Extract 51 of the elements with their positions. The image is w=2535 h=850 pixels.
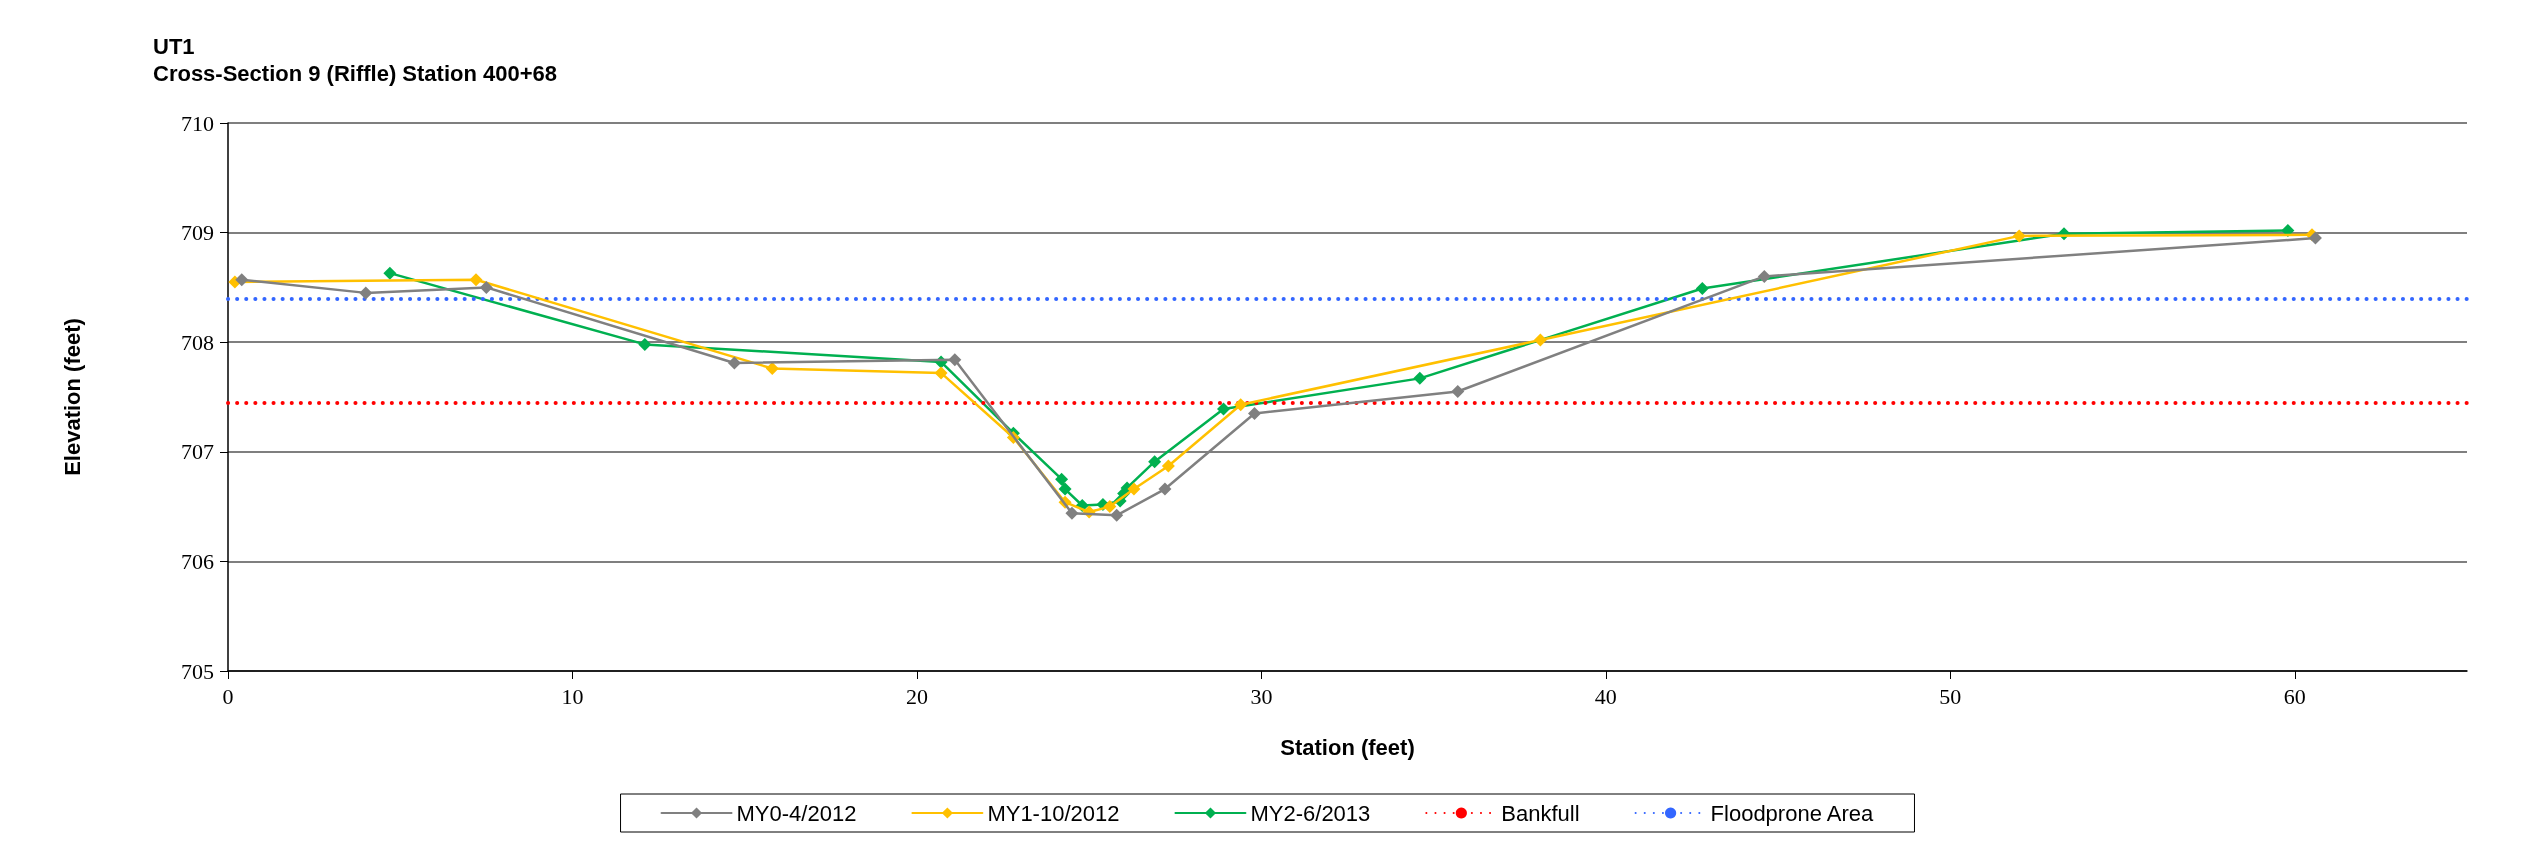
x-tick-label: 50: [1939, 683, 1962, 709]
point: [359, 286, 373, 300]
y-tick-label: 710: [181, 110, 214, 136]
point: [2281, 223, 2295, 237]
point: [469, 273, 483, 287]
point: [479, 280, 493, 294]
point: [1248, 406, 1261, 420]
chart-title: UT1: [153, 33, 195, 59]
y-tick-label: 709: [181, 220, 214, 246]
point: [235, 273, 249, 287]
x-tick-label: 10: [561, 683, 584, 709]
point: [1234, 398, 1248, 412]
point: [1158, 482, 1172, 496]
point: [765, 362, 779, 375]
point: [1055, 472, 1069, 486]
point: [948, 353, 962, 367]
x-tick-label: 0: [222, 683, 234, 709]
x-tick-label: 20: [905, 683, 928, 709]
y-tick-label: 705: [181, 658, 214, 684]
legend-label: Bankfull: [1501, 800, 1580, 826]
point: [1065, 506, 1079, 520]
y-tick-label: 708: [181, 329, 214, 355]
point: [1757, 269, 1771, 283]
point: [2012, 229, 2026, 243]
point: [1110, 508, 1124, 522]
point: [1695, 282, 1709, 295]
legend-label: MY0-4/2012: [736, 800, 857, 826]
x-axis-title: Station (feet): [1280, 734, 1415, 760]
point: [1103, 500, 1117, 514]
point: [1451, 385, 1465, 399]
y-tick-label: 707: [181, 439, 214, 465]
point: [383, 266, 397, 280]
x-tick-label: 30: [1250, 683, 1273, 709]
point: [934, 366, 948, 380]
point: [1127, 482, 1141, 496]
point: [1533, 333, 1547, 347]
point: [727, 356, 741, 370]
x-tick-label: 40: [1594, 683, 1617, 709]
point: [1413, 371, 1427, 385]
legend-label: MY1-10/2012: [987, 800, 1120, 826]
y-axis-title: Elevation (feet): [59, 318, 85, 476]
point: [1161, 459, 1175, 473]
y-tick-label: 706: [181, 548, 214, 574]
chart-subtitle: Cross-Section 9 (Riffle) Station 400+68: [153, 60, 558, 86]
point: [1148, 455, 1162, 469]
x-tick-label: 60: [2283, 683, 2306, 709]
point: [1058, 482, 1072, 496]
legend-label: Floodprone Area: [1710, 800, 1875, 826]
point: [1216, 402, 1230, 416]
legend-label: MY2-6/2013: [1250, 800, 1371, 826]
point: [638, 337, 652, 351]
